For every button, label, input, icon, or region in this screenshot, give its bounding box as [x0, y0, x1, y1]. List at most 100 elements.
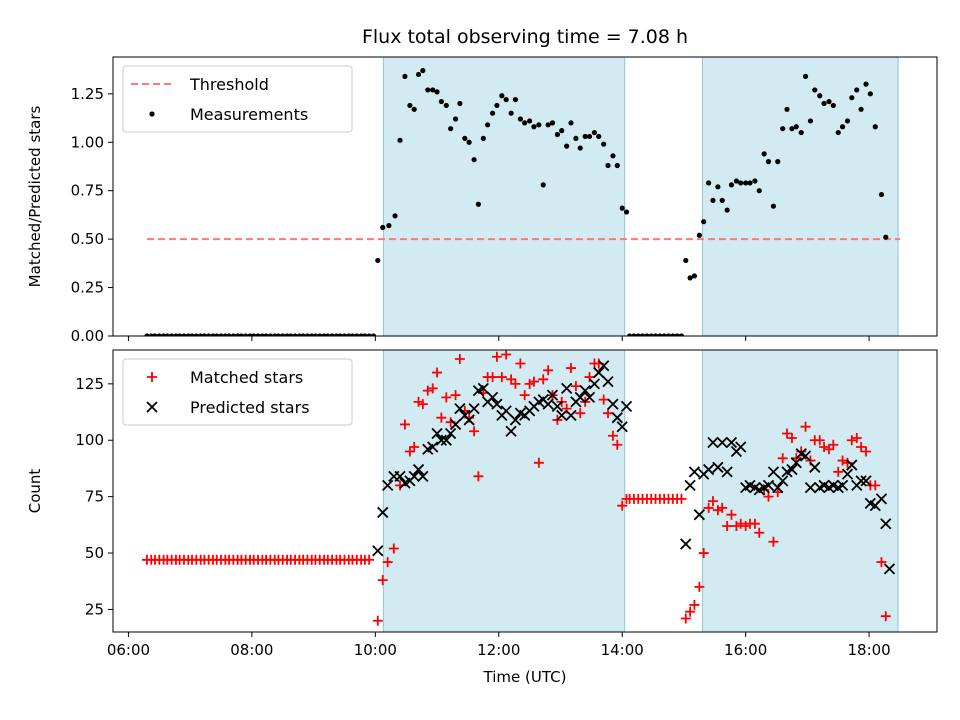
data-point	[509, 414, 522, 426]
data-point	[875, 493, 888, 505]
data-point	[821, 100, 827, 107]
data-point	[724, 207, 730, 213]
data-point	[598, 360, 610, 372]
data-point	[762, 479, 775, 491]
x-tick-label: 08:00	[230, 641, 273, 659]
data-point	[804, 481, 817, 494]
data-point	[540, 182, 546, 188]
data-point	[688, 466, 701, 478]
data-point	[559, 128, 565, 134]
data-point	[627, 333, 633, 336]
data-point	[680, 538, 692, 550]
data-point	[386, 222, 392, 229]
data-point	[404, 446, 415, 457]
data-point	[380, 224, 386, 231]
data-point	[556, 409, 568, 422]
data-point	[280, 333, 286, 336]
data-point	[841, 468, 854, 480]
data-point	[678, 333, 685, 336]
data-point	[156, 333, 162, 336]
data-point	[612, 439, 623, 450]
data-point	[652, 333, 659, 336]
data-point	[409, 442, 420, 453]
data-point	[670, 333, 676, 336]
data-point	[255, 333, 261, 336]
data-point	[726, 509, 737, 520]
data-point	[206, 333, 212, 336]
data-point	[715, 184, 721, 190]
data-point	[536, 122, 542, 128]
data-point	[337, 333, 343, 336]
data-point	[238, 333, 244, 336]
data-point	[807, 118, 814, 124]
legend-box	[122, 358, 353, 426]
data-point	[561, 382, 573, 394]
shaded-interval	[701, 349, 899, 633]
data-point	[288, 333, 294, 336]
data-point	[870, 480, 881, 491]
data-point	[444, 427, 457, 440]
data-point	[506, 374, 517, 385]
shaded-interval	[382, 56, 626, 337]
data-point	[798, 129, 804, 136]
data-point	[292, 333, 298, 336]
data-point	[201, 333, 207, 336]
data-point	[473, 471, 484, 482]
data-point	[169, 333, 175, 336]
legend-handle	[149, 111, 155, 117]
y-tick-label: 0.50	[71, 230, 104, 248]
data-point	[721, 466, 733, 478]
data-point	[486, 391, 499, 404]
data-point	[508, 110, 514, 116]
data-point	[833, 466, 844, 477]
data-point	[644, 333, 650, 336]
x-tick-label: 14:00	[601, 641, 644, 659]
data-point	[503, 97, 509, 103]
data-point	[701, 219, 707, 225]
data-point	[790, 457, 802, 469]
data-point	[543, 365, 554, 376]
data-point	[417, 399, 428, 410]
data-point	[362, 333, 368, 336]
data-point	[717, 502, 728, 513]
data-point	[767, 466, 780, 478]
data-point	[480, 135, 486, 141]
data-point	[676, 493, 687, 504]
data-point	[738, 180, 744, 186]
data-point	[846, 435, 857, 446]
data-point	[680, 613, 691, 624]
data-point	[377, 506, 389, 519]
data-point	[517, 116, 523, 122]
data-point	[457, 100, 463, 107]
data-point	[823, 444, 834, 455]
data-point	[583, 391, 596, 404]
data-point	[872, 124, 878, 130]
data-point	[431, 427, 443, 440]
data-point	[412, 463, 425, 476]
data-point	[434, 89, 440, 95]
data-point	[189, 333, 195, 336]
x-tick-label: 06:00	[107, 641, 150, 659]
data-point	[533, 457, 544, 468]
data-point	[468, 403, 480, 415]
data-point	[799, 450, 812, 462]
data-point	[422, 385, 433, 396]
data-point	[777, 453, 788, 464]
data-point	[836, 479, 849, 491]
data-point	[691, 273, 698, 279]
data-point	[770, 203, 777, 209]
data-point	[761, 151, 767, 157]
data-point	[782, 428, 793, 439]
y-tick-label: 0.25	[71, 279, 104, 297]
data-point	[489, 110, 496, 116]
data-point	[605, 162, 611, 169]
data-point	[689, 599, 700, 610]
data-point	[657, 333, 663, 336]
axes-frame	[112, 56, 938, 337]
data-point	[786, 463, 798, 476]
data-point	[598, 394, 609, 405]
data-point	[570, 381, 581, 392]
data-point	[828, 439, 839, 450]
data-point	[579, 384, 591, 397]
data-point	[631, 333, 637, 336]
